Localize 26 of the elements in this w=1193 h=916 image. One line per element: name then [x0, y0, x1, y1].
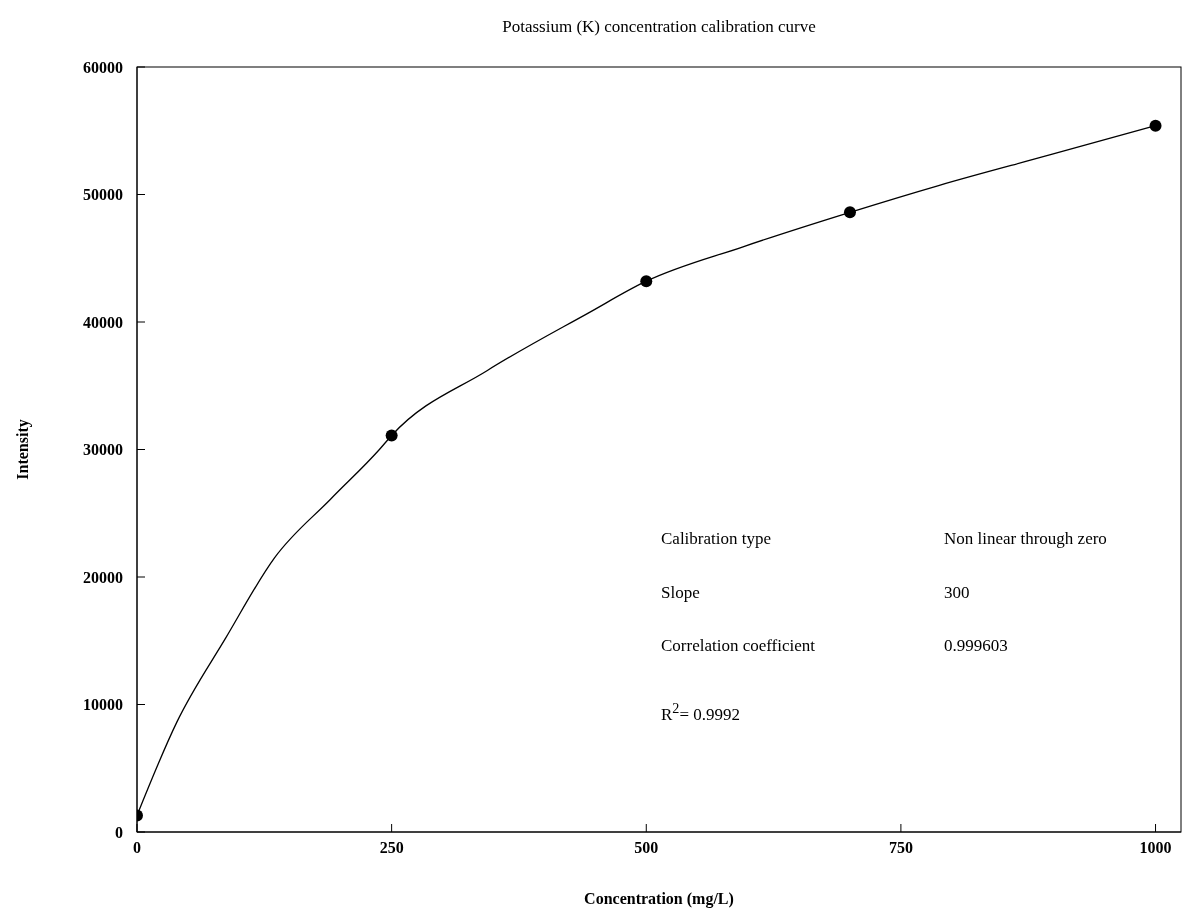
x-tick-label: 1000: [1139, 839, 1172, 857]
x-tick-label: 500: [634, 839, 659, 857]
annotation: Non linear through zero: [944, 529, 1107, 549]
y-tick-label: 10000: [83, 696, 123, 714]
y-tick-label: 20000: [83, 568, 123, 586]
annotation: Calibration type: [661, 529, 772, 549]
x-tick-label: 250: [379, 839, 404, 857]
point: [1149, 119, 1162, 132]
x-tick-label: 750: [888, 839, 913, 857]
annotation: 300: [944, 583, 970, 603]
point: [843, 206, 856, 219]
y-axis-title: Intensity: [13, 419, 32, 480]
y-tick-label: 30000: [83, 441, 123, 459]
chart-title: Potassium (K) concentration calibration curve: [501, 17, 817, 37]
y-tick-label: 40000: [83, 313, 123, 331]
annotation: Correlation coefficient: [661, 636, 816, 656]
annotation: R$^{2}$= 0.9992: [661, 700, 741, 725]
annotation: Slope: [661, 583, 700, 603]
point: [385, 429, 398, 442]
annotation: 0.999603: [944, 636, 1008, 656]
x-axis-title: Concentration (mg/L): [584, 890, 734, 908]
y-tick-label: 0: [115, 823, 123, 841]
y-tick-label: 50000: [83, 186, 123, 204]
y-tick-label: 60000: [83, 58, 123, 76]
point: [640, 275, 653, 288]
x-tick-label: 0: [133, 839, 141, 857]
